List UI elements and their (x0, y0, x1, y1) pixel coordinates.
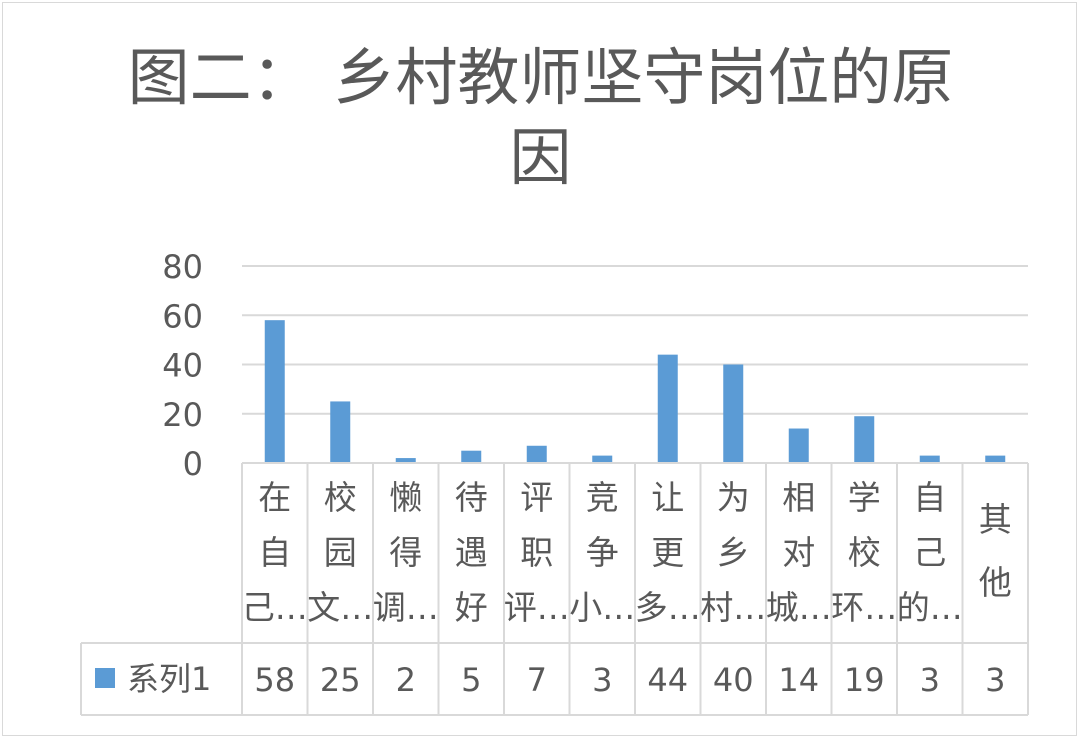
data-table-value: 3 (592, 661, 612, 699)
x-tick-label: 竞争小… (569, 478, 635, 627)
bar (330, 401, 351, 463)
bar (723, 364, 744, 463)
data-table-value: 5 (461, 661, 481, 699)
bar (264, 320, 285, 463)
chart-title: 图二： 乡村教师坚守岗位的原 因 (0, 38, 1081, 198)
legend-label: 系列1 (127, 660, 211, 698)
y-tick-label: 60 (162, 297, 203, 335)
x-tick-label: 自己的… (897, 478, 963, 627)
x-tick-label: 校园文… (307, 478, 373, 627)
chart-title-line-1: 图二： 乡村教师坚守岗位的原 (127, 41, 954, 114)
data-table-value: 58 (254, 661, 295, 699)
x-tick-label: 让更多… (635, 478, 701, 627)
legend-swatch (95, 668, 115, 688)
x-tick-label: 学校环… (831, 478, 897, 627)
y-tick-label: 0 (183, 445, 203, 483)
y-tick-label: 20 (162, 396, 203, 434)
bar (526, 445, 547, 463)
x-tick-label: 其他 (979, 500, 1012, 602)
y-tick-label: 80 (162, 248, 203, 286)
data-table-value: 25 (320, 661, 361, 699)
chart-title-line-2: 因 (509, 121, 572, 194)
x-tick-label: 在自己… (242, 478, 308, 627)
data-table-value: 19 (844, 661, 885, 699)
bar (919, 455, 940, 463)
bar (854, 416, 875, 463)
y-tick-label: 40 (162, 347, 203, 385)
x-tick-label: 评职评… (504, 478, 570, 627)
x-tick-label: 相对城… (766, 478, 832, 627)
data-table-value: 2 (396, 661, 416, 699)
bar (985, 455, 1006, 463)
x-tick-label: 为乡村… (700, 478, 766, 627)
data-table-value: 3 (920, 661, 940, 699)
bar (395, 458, 416, 463)
bar (788, 428, 809, 463)
data-table-value: 40 (713, 661, 754, 699)
data-table-value: 14 (778, 661, 819, 699)
data-table-value: 44 (647, 661, 688, 699)
x-tick-label: 待遇好 (455, 478, 488, 627)
data-table-value: 3 (985, 661, 1005, 699)
data-table-value: 7 (527, 661, 547, 699)
bar (592, 455, 613, 463)
bar (657, 354, 678, 463)
bar (461, 450, 482, 463)
x-tick-label: 懒得调… (373, 478, 439, 627)
